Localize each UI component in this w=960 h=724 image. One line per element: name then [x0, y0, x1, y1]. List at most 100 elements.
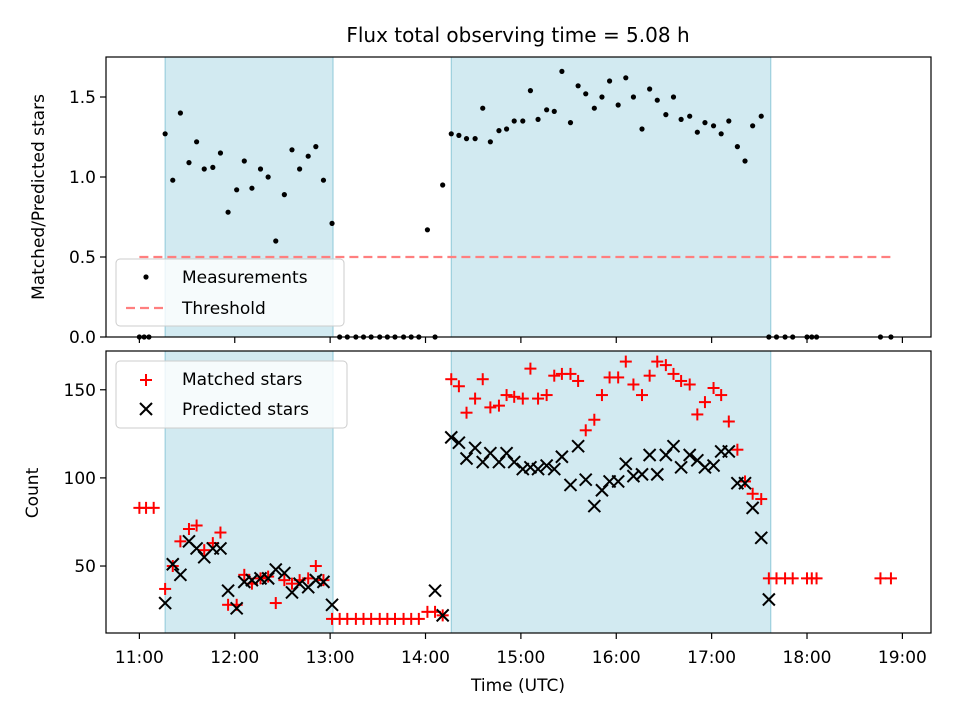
predicted-stars-point	[468, 441, 482, 455]
measurement-point	[630, 94, 637, 100]
measurement-point	[480, 105, 486, 111]
measurement-point	[734, 144, 740, 150]
matched-stars-point	[309, 560, 322, 573]
predicted-stars-point	[158, 596, 172, 610]
x-tick-label: 11:00	[115, 648, 164, 668]
measurement-point	[472, 136, 478, 142]
matched-stars-point	[476, 373, 489, 386]
matched-stars-point	[810, 572, 823, 585]
measurement-point	[234, 187, 240, 193]
predicted-stars-point	[435, 608, 450, 623]
matched-stars-point	[214, 526, 227, 539]
matched-stars-point	[524, 362, 537, 375]
measurement-point	[162, 131, 168, 137]
measurement-point	[170, 177, 176, 183]
measurement-point	[575, 83, 581, 89]
matched-stars-point	[572, 374, 585, 387]
matched-stars-point	[667, 367, 680, 380]
y-tick-label: 0.0	[69, 328, 96, 348]
measurement-point	[249, 185, 255, 191]
measurement-point	[742, 158, 748, 164]
matched-stars-point	[500, 389, 513, 402]
predicted-stars-point	[682, 448, 697, 462]
predicted-stars-point	[316, 575, 331, 589]
measurement-point	[225, 209, 231, 215]
legend-measurements-label: Measurements	[182, 268, 308, 288]
x-tick-label: 16:00	[592, 648, 641, 668]
predicted-stars-point	[555, 450, 569, 464]
ratio-panel: 0.0 0.5 1.0 1.5 Matched/Predicted stars	[29, 56, 932, 348]
measurement-point	[440, 182, 446, 188]
ratio-y-ticks: 0.0 0.5 1.0 1.5	[69, 88, 106, 348]
predicted-stars-point	[745, 501, 760, 515]
matched-stars-point	[262, 570, 275, 583]
counts-y-axis-label: Count	[23, 467, 43, 518]
observing-shades-top	[164, 57, 772, 337]
predicted-stars-point	[444, 430, 458, 445]
predicted-stars-point	[579, 472, 593, 487]
legend-measurements-marker	[143, 274, 149, 280]
matched-stars-point	[198, 544, 211, 557]
predicted-stars-point	[292, 576, 307, 591]
measurement-point	[654, 97, 660, 103]
predicted-stars-point	[611, 474, 625, 489]
y-tick-label: 150	[64, 381, 96, 401]
measurement-point	[710, 123, 717, 129]
measurement-point	[511, 118, 517, 124]
measurement-point	[448, 131, 454, 137]
measurement-point	[670, 94, 677, 100]
matched-stars-point	[564, 367, 577, 380]
predicted-stars-point	[754, 531, 768, 545]
measurement-point	[194, 139, 200, 145]
observing-interval-shade-1	[451, 351, 771, 633]
matched-stars-point	[746, 487, 759, 500]
measurement-point	[305, 153, 311, 159]
predicted-stars-point	[722, 444, 736, 459]
measurement-point	[320, 177, 327, 183]
y-tick-label: 1.0	[69, 168, 96, 188]
measurement-point	[210, 164, 216, 170]
x-tick-label: 15:00	[496, 648, 545, 668]
legend-predicted-marker	[139, 402, 153, 416]
predicted-stars-point	[507, 455, 521, 469]
measurement-point	[639, 126, 645, 132]
matched-stars-point	[579, 424, 592, 437]
measurement-point	[241, 158, 247, 164]
measurement-point	[559, 68, 565, 74]
matched-stars-point	[739, 475, 752, 488]
measurement-point	[463, 136, 470, 142]
matched-stars-point	[147, 501, 160, 514]
legend-matched-marker	[140, 374, 152, 386]
measurement-point	[647, 86, 653, 92]
y-tick-label: 50	[74, 557, 96, 577]
predicted-stars-point	[674, 460, 688, 475]
x-tick-label: 19:00	[878, 648, 927, 668]
matched-stars-point	[707, 382, 720, 395]
predicted-stars-point	[539, 458, 554, 473]
legend-threshold-label: Threshold	[181, 299, 266, 319]
predicted-stars-point	[563, 478, 578, 492]
matched-stars-point	[285, 577, 298, 590]
predicted-stars-point	[459, 451, 474, 466]
x-tick-label: 18:00	[783, 648, 832, 668]
measurement-point	[615, 102, 621, 108]
matched-stars-point	[174, 535, 187, 548]
matched-stars-point	[659, 359, 672, 372]
measurement-point	[758, 113, 764, 119]
matched-stars-point	[884, 572, 897, 585]
measurement-point	[694, 129, 700, 135]
predicted-stars-point	[428, 583, 442, 598]
matched-stars-point	[190, 519, 203, 532]
predicted-stars-point	[635, 467, 649, 482]
predicted-stars-point	[547, 462, 561, 476]
x-tick-label: 12:00	[210, 648, 259, 668]
predicted-stars-point	[325, 598, 339, 612]
predicted-stars-point	[642, 448, 657, 462]
measurement-point	[567, 120, 574, 126]
matched-stars-point	[317, 574, 330, 587]
measurement-point	[726, 118, 732, 124]
measurement-point	[201, 166, 207, 172]
measurement-point	[623, 75, 629, 81]
matched-stars-point	[683, 378, 696, 391]
